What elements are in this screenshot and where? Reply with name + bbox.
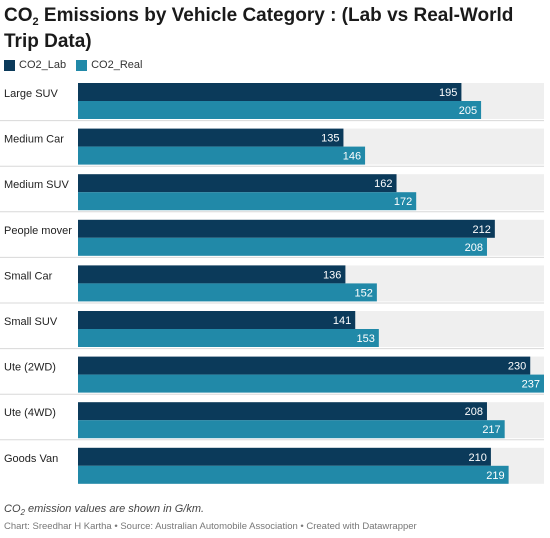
category-label-goods-van: Goods Van [4, 453, 58, 465]
legend-label-lab: CO2_Lab [19, 59, 67, 71]
value-label-lab-goods-van: 210 [469, 452, 487, 464]
bar-real-people-mover [78, 237, 487, 256]
bar-lab-medium-car [78, 128, 344, 147]
category-label-ute-4wd: Ute (4WD) [4, 407, 56, 419]
value-label-lab-medium-car: 135 [321, 133, 339, 145]
category-label-small-car: Small Car [4, 270, 53, 282]
bar-real-ute-4wd [78, 420, 505, 439]
value-label-real-people-mover: 208 [465, 242, 483, 254]
bar-lab-goods-van [78, 447, 491, 466]
category-label-ute-2wd: Ute (2WD) [4, 362, 56, 374]
value-label-real-small-car: 152 [355, 287, 373, 299]
bar-lab-people-mover [78, 219, 495, 238]
bar-lab-small-suv [78, 311, 356, 329]
category-label-medium-suv: Medium SUV [4, 179, 69, 191]
bar-real-goods-van [78, 465, 509, 484]
bar-lab-ute-2wd [78, 356, 531, 375]
value-label-lab-small-suv: 141 [333, 315, 351, 327]
bar-lab-large-suv [78, 83, 462, 101]
value-label-lab-large-suv: 195 [439, 87, 457, 99]
source-credit: Chart: Sreedhar H Kartha • Source: Austr… [4, 521, 417, 532]
legend-item-real: CO2_Real [76, 59, 142, 71]
bar-real-medium-car [78, 146, 366, 165]
legend-swatch-lab [4, 59, 15, 71]
value-label-real-ute-2wd: 237 [522, 379, 540, 391]
value-label-lab-small-car: 136 [323, 269, 341, 281]
bar-real-ute-2wd [78, 374, 544, 393]
value-label-lab-ute-4wd: 208 [465, 406, 483, 418]
legend-swatch-real [76, 59, 88, 71]
value-label-real-medium-suv: 172 [394, 196, 412, 208]
value-label-real-ute-4wd: 217 [482, 424, 500, 436]
bar-real-small-car [78, 283, 377, 302]
value-label-real-goods-van: 219 [486, 470, 504, 482]
bar-real-large-suv [78, 101, 482, 119]
value-label-real-medium-car: 146 [343, 151, 361, 163]
category-label-small-suv: Small SUV [4, 316, 58, 328]
bar-real-small-suv [78, 329, 379, 347]
bar-real-medium-suv [78, 192, 417, 211]
value-label-lab-ute-2wd: 230 [508, 361, 526, 373]
legend-label-real: CO2_Real [91, 59, 143, 71]
bar-lab-ute-4wd [78, 402, 487, 421]
legend-item-lab: CO2_Lab [4, 59, 66, 71]
value-label-real-large-suv: 205 [459, 105, 477, 117]
category-label-large-suv: Large SUV [4, 88, 58, 100]
units-note: CO2 emission values are shown in G/km. [4, 503, 205, 518]
legend: CO2_Lab CO2_Real [4, 59, 152, 71]
value-label-lab-medium-suv: 162 [374, 178, 392, 190]
chart-title: CO2 Emissions by Vehicle Category : (Lab… [4, 5, 514, 52]
value-label-real-small-suv: 153 [356, 333, 374, 345]
bar-lab-small-car [78, 265, 346, 284]
category-label-people-mover: People mover [4, 225, 72, 237]
bar-lab-medium-suv [78, 174, 397, 193]
value-label-lab-people-mover: 212 [472, 224, 490, 236]
category-label-medium-car: Medium Car [4, 134, 64, 146]
